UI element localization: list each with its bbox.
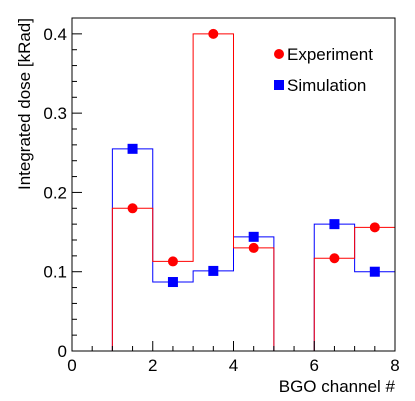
simulation-point [167,277,178,288]
experiment-point [248,242,259,253]
x-tick-label: 6 [310,356,319,375]
axis-ticks [71,17,396,352]
x-tick-label: 0 [67,356,76,375]
x-tick-label: 8 [390,356,399,375]
legend: Experiment Simulation [274,45,373,95]
experiment-point [208,28,219,39]
simulation-point [127,143,138,154]
x-tick-label: 4 [229,356,238,375]
legend-entry-experiment: Experiment [274,45,373,64]
x-axis-label: BGO channel # [279,377,396,396]
legend-entry-simulation: Simulation [274,76,366,95]
y-tick-label: 0.1 [43,263,67,282]
experiment-point [329,253,340,264]
series-markers [127,28,380,288]
simulation-point [208,265,219,276]
simulation-point [329,219,340,230]
simulation-point [248,231,259,242]
experiment-point [127,203,138,214]
legend-label: Simulation [287,76,366,95]
y-tick-label: 0 [58,342,67,361]
y-tick-label: 0.4 [43,25,67,44]
y-tick-label: 0.2 [43,183,67,202]
legend-marker [274,49,284,59]
legend-marker [274,80,284,90]
tick-labels: 0 2 4 6 8 0 0.1 0.2 0.3 0.4 [43,25,399,375]
y-axis-label: Integrated dose [kRad] [15,18,34,190]
y-tick-label: 0.3 [43,104,67,123]
simulation-point [369,266,380,277]
legend-label: Experiment [287,45,373,64]
experiment-point [167,256,178,267]
experiment-point [369,222,380,233]
x-tick-label: 2 [148,356,157,375]
